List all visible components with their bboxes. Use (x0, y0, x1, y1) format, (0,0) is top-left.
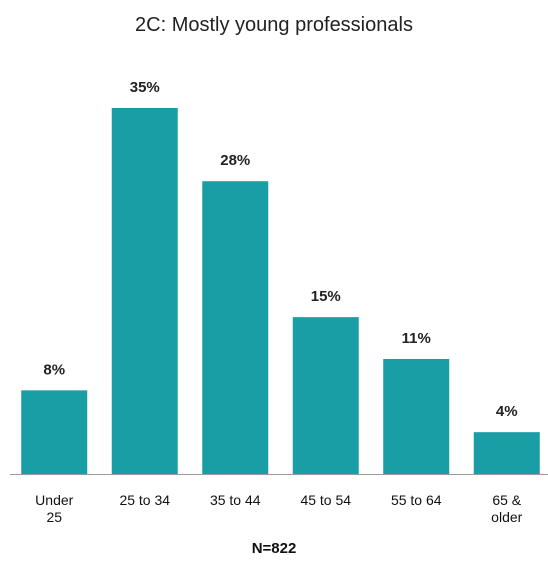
x-axis-label: N=822 (251, 540, 297, 557)
bar (111, 108, 178, 474)
bar (202, 181, 269, 474)
x-tick-label: 35 to 44 (209, 492, 261, 508)
data-label: 11% (402, 330, 431, 347)
x-tick-label: 45 to 54 (300, 492, 352, 508)
bar (473, 432, 540, 474)
x-tick-label: 65 & older (491, 492, 523, 525)
data-label: 4% (496, 403, 518, 420)
bar (292, 317, 359, 474)
bar (383, 358, 450, 474)
x-tick-label: Under 25 (35, 492, 74, 525)
data-label: 35% (130, 79, 160, 96)
x-tick-label: 25 to 34 (119, 492, 171, 508)
x-tick-label: 55 to 64 (390, 492, 442, 508)
chart-title: 2C: Mostly young professionals (135, 14, 413, 36)
data-label: 8% (43, 361, 65, 378)
bar (21, 390, 88, 474)
data-label: 15% (311, 288, 341, 305)
data-label: 28% (220, 152, 250, 169)
